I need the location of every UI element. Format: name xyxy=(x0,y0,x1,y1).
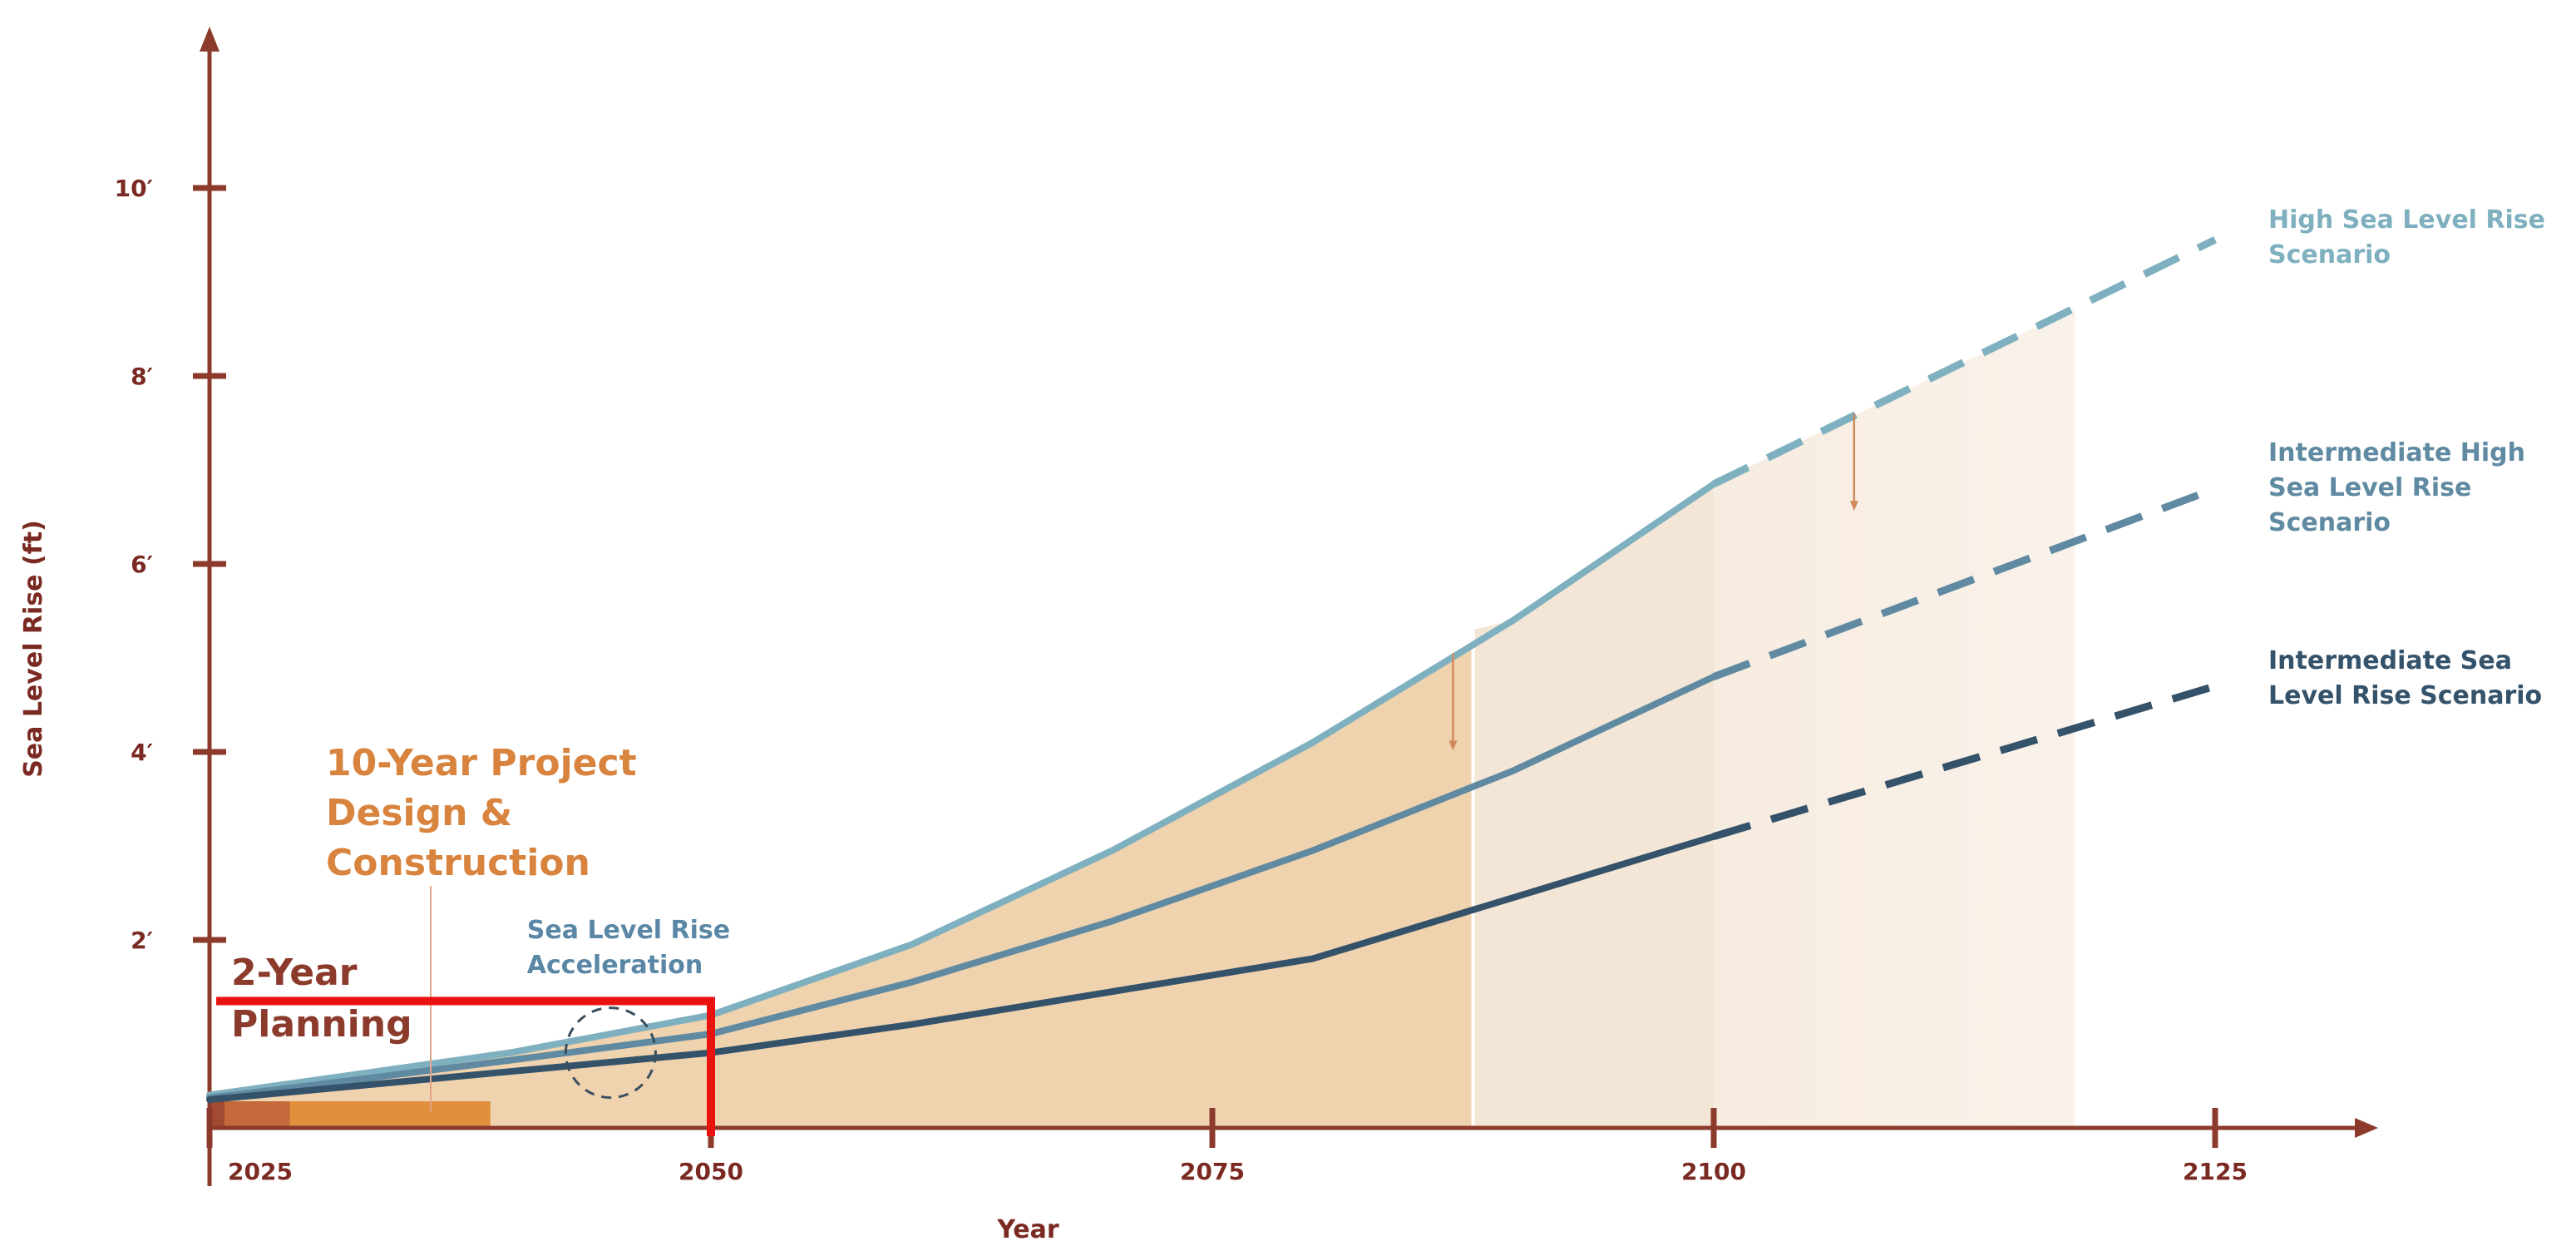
x-tick-label-2125: 2125 xyxy=(2183,1158,2248,1185)
uncertainty-band xyxy=(210,483,1714,1128)
projected-band xyxy=(1473,308,2075,1128)
range-arrow-2087-head xyxy=(1448,740,1458,751)
uncertainty-band-layer xyxy=(210,308,2075,1128)
series-projection-high-sea-level-rise-scenario xyxy=(1712,236,2217,487)
design-construction-label-line-1: 10-Year Project xyxy=(326,742,637,784)
acceleration-label-line-2: Acceleration xyxy=(527,951,703,980)
x-tick-label-2050: 2050 xyxy=(679,1158,743,1185)
y-tick-label-4: 4′ xyxy=(131,739,153,766)
legend-3-line-2: Level Rise Scenario xyxy=(2268,681,2542,710)
planning-start-block xyxy=(210,1101,225,1128)
x-tick-label-2100: 2100 xyxy=(1681,1158,1746,1185)
legend-1-line-1: High Sea Level Rise xyxy=(2268,205,2545,235)
range-arrow-2107-head xyxy=(1849,501,1858,512)
y-axis-title: Sea Level Rise (ft) xyxy=(19,520,48,778)
acceleration-label-line-1: Sea Level Rise xyxy=(527,916,730,945)
series-projection-intermediate-high-sea-level-rise-scenario xyxy=(1712,485,2217,680)
design-construction-label-line-3: Construction xyxy=(326,842,590,884)
series-line-high-sea-level-rise-scenario xyxy=(206,480,1717,1099)
axes-layer: 2025 2050 2075 2100 2125 2′ 4′ 6′ 8′ 10′ Year Sea L… xyxy=(19,27,2378,1244)
x-axis-title: Year xyxy=(996,1215,1059,1244)
y-tick-label-6: 6′ xyxy=(131,551,153,578)
highlight-bracket xyxy=(216,996,715,1136)
y-tick-label-10: 10′ xyxy=(115,175,153,202)
series-line-intermediate-sea-level-rise-scenario xyxy=(206,833,1717,1104)
series-layer xyxy=(206,236,2217,1104)
legend-1-line-2: Scenario xyxy=(2268,240,2391,269)
legend-layer: High Sea Level Rise Scenario Intermediate … xyxy=(2268,205,2545,710)
legend-2-line-2: Sea Level Rise xyxy=(2268,473,2471,502)
legend-2-line-1: Intermediate High xyxy=(2268,438,2525,467)
x-tick-label-2075: 2075 xyxy=(1180,1158,1245,1185)
y-axis-arrow xyxy=(200,27,220,52)
legend-2-line-3: Scenario xyxy=(2268,508,2391,537)
design-construction-label-line-2: Design & xyxy=(326,792,512,834)
annotation-layer: 10-Year Project Design & Construction 2-Yea… xyxy=(216,742,730,1136)
construction-block xyxy=(289,1101,491,1128)
planning-label-line-1: 2-Year xyxy=(231,952,358,994)
x-axis-arrow xyxy=(2355,1118,2378,1138)
series-line-intermediate-high-sea-level-rise-scenario xyxy=(206,673,1717,1101)
series-projection-intermediate-sea-level-rise-scenario xyxy=(1712,682,2217,841)
planning-label-line-2: Planning xyxy=(231,1003,412,1046)
acceleration-circle xyxy=(564,1006,657,1100)
y-tick-label-2: 2′ xyxy=(131,927,153,954)
x-tick-label-2025: 2025 xyxy=(228,1158,293,1185)
y-tick-label-8: 8′ xyxy=(131,363,153,390)
legend-3-line-1: Intermediate Sea xyxy=(2268,646,2512,675)
